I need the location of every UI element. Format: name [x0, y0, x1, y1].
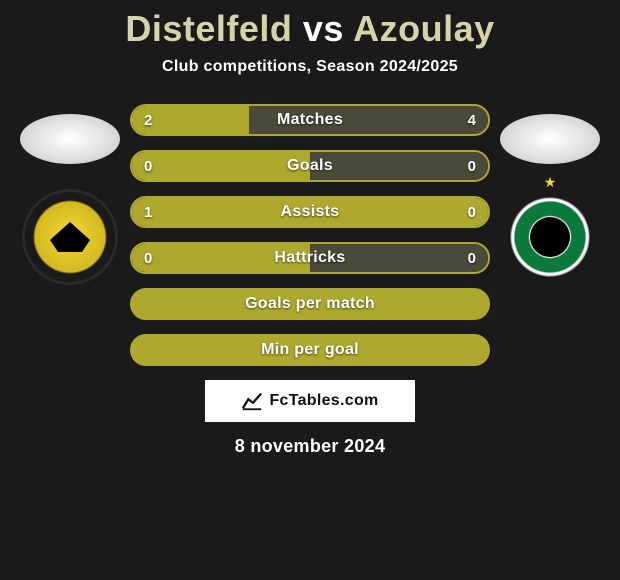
comparison-main: 2 Matches 4 0 Goals 0 1 Assists 0	[0, 104, 620, 366]
chart-icon	[241, 390, 263, 412]
source-text: FcTables.com	[269, 392, 378, 410]
stat-value-right: 0	[468, 204, 476, 221]
footer-date: 8 november 2024	[235, 436, 386, 457]
stat-label: Hattricks	[132, 249, 488, 267]
stat-label: Matches	[132, 111, 488, 129]
stat-row-gpm: Goals per match	[130, 288, 490, 320]
right-side	[490, 104, 610, 282]
stat-label: Goals per match	[132, 295, 488, 313]
stat-row-matches: 2 Matches 4	[130, 104, 490, 136]
player-a-name: Distelfeld	[125, 8, 292, 49]
page-title: Distelfeld vs Azoulay	[125, 8, 494, 50]
subtitle: Club competitions, Season 2024/2025	[162, 58, 458, 76]
left-side	[10, 104, 130, 282]
stat-row-mpg: Min per goal	[130, 334, 490, 366]
stat-row-assists: 1 Assists 0	[130, 196, 490, 228]
stat-label: Assists	[132, 203, 488, 221]
stat-row-hattricks: 0 Hattricks 0	[130, 242, 490, 274]
stats-column: 2 Matches 4 0 Goals 0 1 Assists 0	[130, 104, 490, 366]
stat-label: Min per goal	[132, 341, 488, 359]
vs-separator: vs	[303, 8, 344, 49]
stat-value-right: 4	[468, 112, 476, 129]
club-crest-b	[505, 192, 595, 282]
stat-value-right: 0	[468, 250, 476, 267]
stat-row-goals: 0 Goals 0	[130, 150, 490, 182]
source-badge: FcTables.com	[205, 380, 415, 422]
stat-label: Goals	[132, 157, 488, 175]
club-crest-a	[25, 192, 115, 282]
player-b-name: Azoulay	[353, 8, 495, 49]
player-b-avatar	[500, 114, 600, 164]
player-a-avatar	[20, 114, 120, 164]
stat-value-right: 0	[468, 158, 476, 175]
